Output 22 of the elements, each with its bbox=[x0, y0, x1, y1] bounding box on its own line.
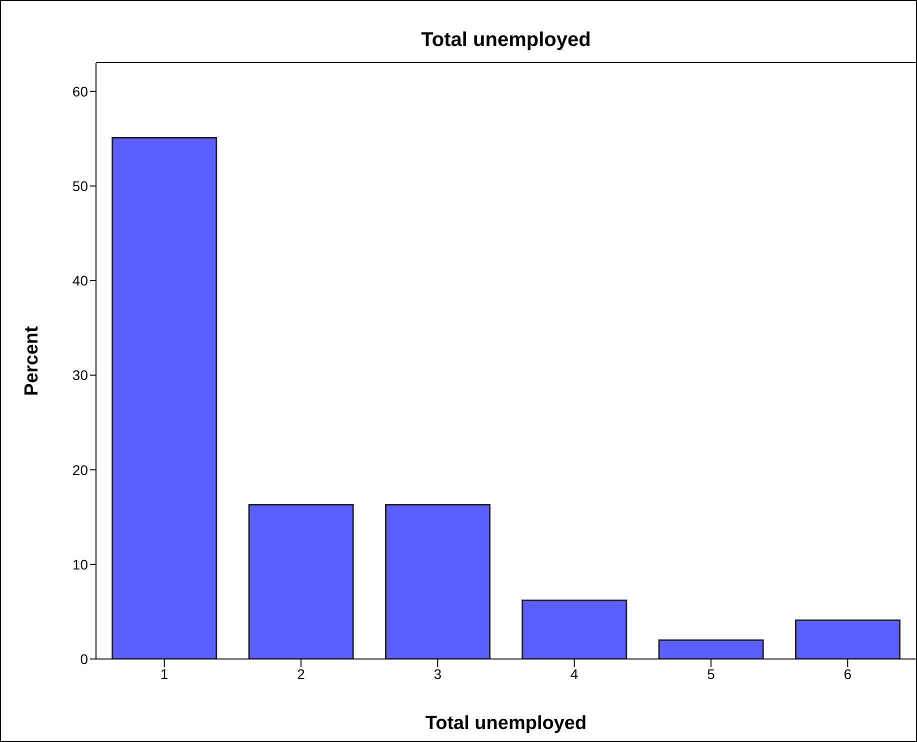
x-tick-label: 2 bbox=[297, 666, 306, 682]
bar bbox=[248, 504, 354, 659]
bar bbox=[384, 504, 490, 659]
x-tick-label: 4 bbox=[570, 666, 578, 682]
bar bbox=[112, 136, 218, 659]
y-tick-label: 0 bbox=[80, 650, 88, 667]
x-axis-title: Total unemployed bbox=[425, 713, 587, 734]
bar bbox=[522, 600, 628, 659]
x-tick-label: 5 bbox=[707, 666, 716, 682]
bar bbox=[794, 619, 900, 659]
x-tick-label: 3 bbox=[434, 666, 442, 682]
x-tick-label: 6 bbox=[844, 666, 852, 682]
y-tick-label: 40 bbox=[72, 272, 88, 289]
y-axis-title: Percent bbox=[22, 325, 43, 396]
y-tick-label: 10 bbox=[72, 556, 88, 572]
y-tick-label: 50 bbox=[72, 178, 88, 194]
y-tick-label: 30 bbox=[72, 367, 88, 384]
y-tick-label: 60 bbox=[72, 83, 88, 100]
x-tick-label: 1 bbox=[160, 666, 168, 682]
y-tick-label: 20 bbox=[72, 462, 88, 478]
chart-title: Total unemployed bbox=[420, 29, 592, 52]
bar bbox=[658, 639, 764, 659]
